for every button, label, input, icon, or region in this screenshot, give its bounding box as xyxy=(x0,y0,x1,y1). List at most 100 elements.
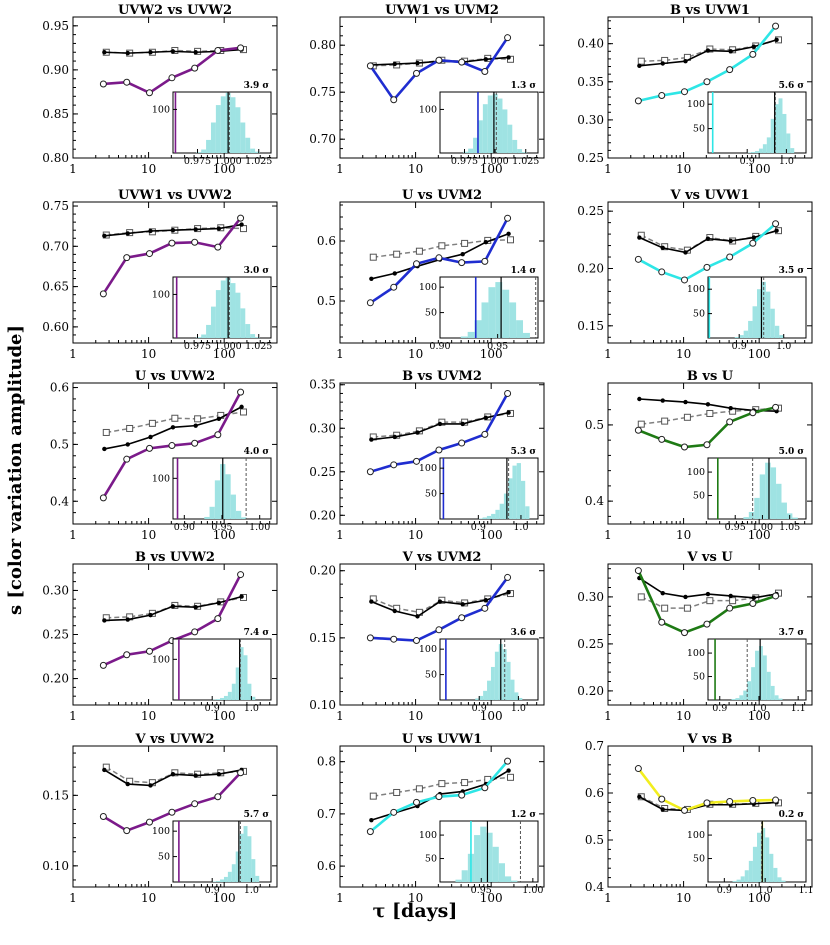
inset-sigma-label: 1.2 σ xyxy=(511,810,537,820)
inset-sigma-label: 5.0 σ xyxy=(779,447,805,457)
inset-hist-bar xyxy=(517,463,521,519)
model-series-marker xyxy=(506,232,510,236)
inset-hist-bar xyxy=(737,880,741,882)
observed-series-marker xyxy=(215,432,221,438)
observed-series-marker xyxy=(505,758,511,764)
observed-series-marker xyxy=(681,630,687,636)
x-tick-label: 10 xyxy=(141,162,156,176)
x-tick-label: 1 xyxy=(604,162,612,176)
x-tick-label: 10 xyxy=(408,528,423,542)
inset-hist-bar xyxy=(461,336,468,338)
inset-hist-bar xyxy=(483,517,487,519)
y-tick-label: 0.20 xyxy=(309,564,336,578)
observed-series-marker xyxy=(367,300,373,306)
dashed-series-marker xyxy=(416,786,422,792)
model-series-marker xyxy=(193,605,197,609)
inset-hist-bar xyxy=(488,95,493,153)
observed-series-marker xyxy=(773,404,779,410)
observed-series-marker xyxy=(505,390,511,396)
observed-series-marker xyxy=(100,814,106,820)
x-tick-label: 10 xyxy=(676,528,691,542)
inset-hist-bar xyxy=(491,514,495,519)
model-series-marker xyxy=(393,609,397,613)
model-series-marker xyxy=(438,599,442,603)
model-series-marker xyxy=(415,614,419,618)
model-series-marker xyxy=(460,602,464,606)
inset-hist-bar xyxy=(479,696,483,700)
model-series-marker xyxy=(661,398,665,402)
observed-series-marker xyxy=(146,819,152,825)
model-series-marker xyxy=(171,772,175,776)
inset-x-tick-label: 0.9 xyxy=(712,703,727,714)
observed-series-marker xyxy=(505,35,511,41)
model-series-marker xyxy=(661,246,665,250)
inset-hist-bar xyxy=(216,881,220,882)
y-tick-label: 0.80 xyxy=(42,151,69,165)
y-tick-label: 0.80 xyxy=(309,38,336,52)
inset-x-tick-label: 0.95 xyxy=(487,341,508,352)
inset-hist-bar xyxy=(521,481,525,519)
model-series-marker xyxy=(683,400,687,404)
inset-y-tick-label: 100 xyxy=(419,644,437,655)
inset-hist-bar xyxy=(235,107,240,153)
x-tick-label: 100 xyxy=(748,347,771,361)
inset-hist-bar xyxy=(511,680,515,700)
model-series-marker xyxy=(193,50,197,54)
dashed-series-marker xyxy=(707,410,713,416)
model-series-marker xyxy=(369,599,373,603)
observed-series-marker xyxy=(505,215,511,221)
observed-series-marker xyxy=(681,807,687,813)
observed-series-marker xyxy=(436,447,442,453)
x-axis-label: τ [days] xyxy=(0,900,830,922)
inset-y-tick-label: 50 xyxy=(425,308,437,319)
inset-frame xyxy=(708,92,806,153)
model-series-marker xyxy=(102,768,106,772)
model-series-marker xyxy=(217,417,221,421)
observed-series-marker xyxy=(367,635,373,641)
model-series-marker xyxy=(752,45,756,49)
dashed-series-marker xyxy=(662,418,668,424)
observed-series-marker xyxy=(169,809,175,815)
dashed-series-marker xyxy=(240,409,246,415)
model-series-marker xyxy=(369,277,373,281)
inset-hist-bar xyxy=(206,325,211,338)
inset-hist-bar xyxy=(517,149,522,153)
inset-hist-bar xyxy=(770,309,774,338)
model-series-marker xyxy=(148,783,152,787)
model-series-marker xyxy=(393,435,397,439)
dashed-series-marker xyxy=(439,781,445,787)
panel-title: V vs U xyxy=(686,550,733,565)
observed-series-marker xyxy=(727,254,733,260)
inset-y-tick-label: 100 xyxy=(419,830,437,841)
model-series-marker xyxy=(661,807,665,811)
observed-series-marker xyxy=(238,45,244,51)
inset-hist-bar xyxy=(487,681,491,700)
inset-hist-bar xyxy=(498,99,503,153)
inset-hist-bar xyxy=(514,692,518,700)
inset-hist-bar xyxy=(220,698,224,700)
inset-hist-bar xyxy=(483,691,487,700)
dashed-series-marker xyxy=(103,429,109,435)
y-tick-label: 0.5 xyxy=(585,833,604,847)
inset-x-tick-label: 0.9 xyxy=(205,703,220,714)
dashed-series-marker xyxy=(127,425,133,431)
inset-hist-bar xyxy=(245,138,250,153)
y-tick-label: 0.35 xyxy=(309,378,336,392)
inset-y-tick-label: 50 xyxy=(693,309,705,320)
observed-series-marker xyxy=(635,568,641,574)
inset-hist-bar xyxy=(488,287,495,338)
observed-series-marker xyxy=(459,260,465,266)
model-series-marker xyxy=(126,617,130,621)
observed-series-marker xyxy=(413,638,419,644)
inset-hist-bar xyxy=(228,872,232,882)
observed-series-marker xyxy=(436,627,442,633)
inset-hist-bar xyxy=(245,324,250,338)
y-tick-label: 0.4 xyxy=(50,494,69,508)
inset-hist-bar xyxy=(771,467,776,519)
model-series-marker xyxy=(506,55,510,59)
